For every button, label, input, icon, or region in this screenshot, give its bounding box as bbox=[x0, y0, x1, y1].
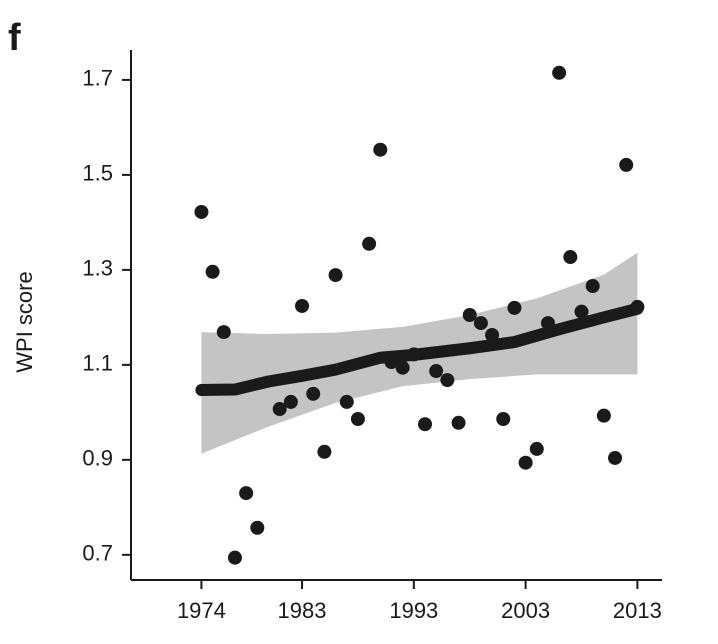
point bbox=[608, 450, 623, 465]
point bbox=[563, 250, 578, 265]
point bbox=[507, 300, 522, 315]
x-tick-label: 2013 bbox=[613, 598, 662, 623]
point bbox=[194, 204, 209, 219]
point bbox=[462, 308, 477, 322]
y-tick-label: 1.7 bbox=[82, 66, 113, 91]
point bbox=[239, 486, 254, 501]
x-tick-label: 1993 bbox=[389, 598, 438, 623]
point bbox=[339, 394, 354, 409]
point bbox=[216, 325, 231, 340]
y-tick-label: 1.1 bbox=[82, 351, 113, 376]
point bbox=[473, 316, 488, 331]
x-tick-label: 1983 bbox=[278, 598, 327, 623]
point bbox=[574, 304, 589, 319]
y-tick-label: 1.3 bbox=[82, 256, 113, 281]
point bbox=[283, 394, 298, 409]
point bbox=[440, 373, 455, 388]
point bbox=[250, 520, 265, 535]
point bbox=[451, 415, 466, 430]
point bbox=[518, 455, 533, 470]
point bbox=[552, 65, 567, 80]
y-tick-label: 1.5 bbox=[82, 161, 113, 186]
x-tick-label: 2003 bbox=[501, 598, 550, 623]
y-axis-label: WPI score bbox=[12, 271, 37, 372]
point bbox=[585, 279, 600, 294]
y-tick-label: 0.9 bbox=[82, 446, 113, 471]
point bbox=[317, 444, 332, 459]
point bbox=[373, 142, 388, 157]
point bbox=[328, 268, 343, 283]
point bbox=[395, 360, 410, 375]
point bbox=[272, 402, 287, 417]
x-tick-label: 1974 bbox=[177, 598, 226, 623]
panel-label: f bbox=[8, 17, 21, 59]
point bbox=[418, 417, 433, 432]
y-tick-label: 0.7 bbox=[82, 541, 113, 566]
point bbox=[529, 441, 544, 456]
trend-line bbox=[195, 302, 644, 397]
point bbox=[485, 327, 500, 342]
point bbox=[205, 264, 220, 279]
point bbox=[295, 298, 310, 313]
point bbox=[619, 157, 634, 172]
point bbox=[496, 412, 511, 427]
point bbox=[306, 386, 321, 401]
point bbox=[350, 412, 365, 427]
point bbox=[429, 364, 444, 379]
point bbox=[227, 550, 242, 565]
point bbox=[362, 236, 377, 251]
point bbox=[596, 408, 611, 423]
